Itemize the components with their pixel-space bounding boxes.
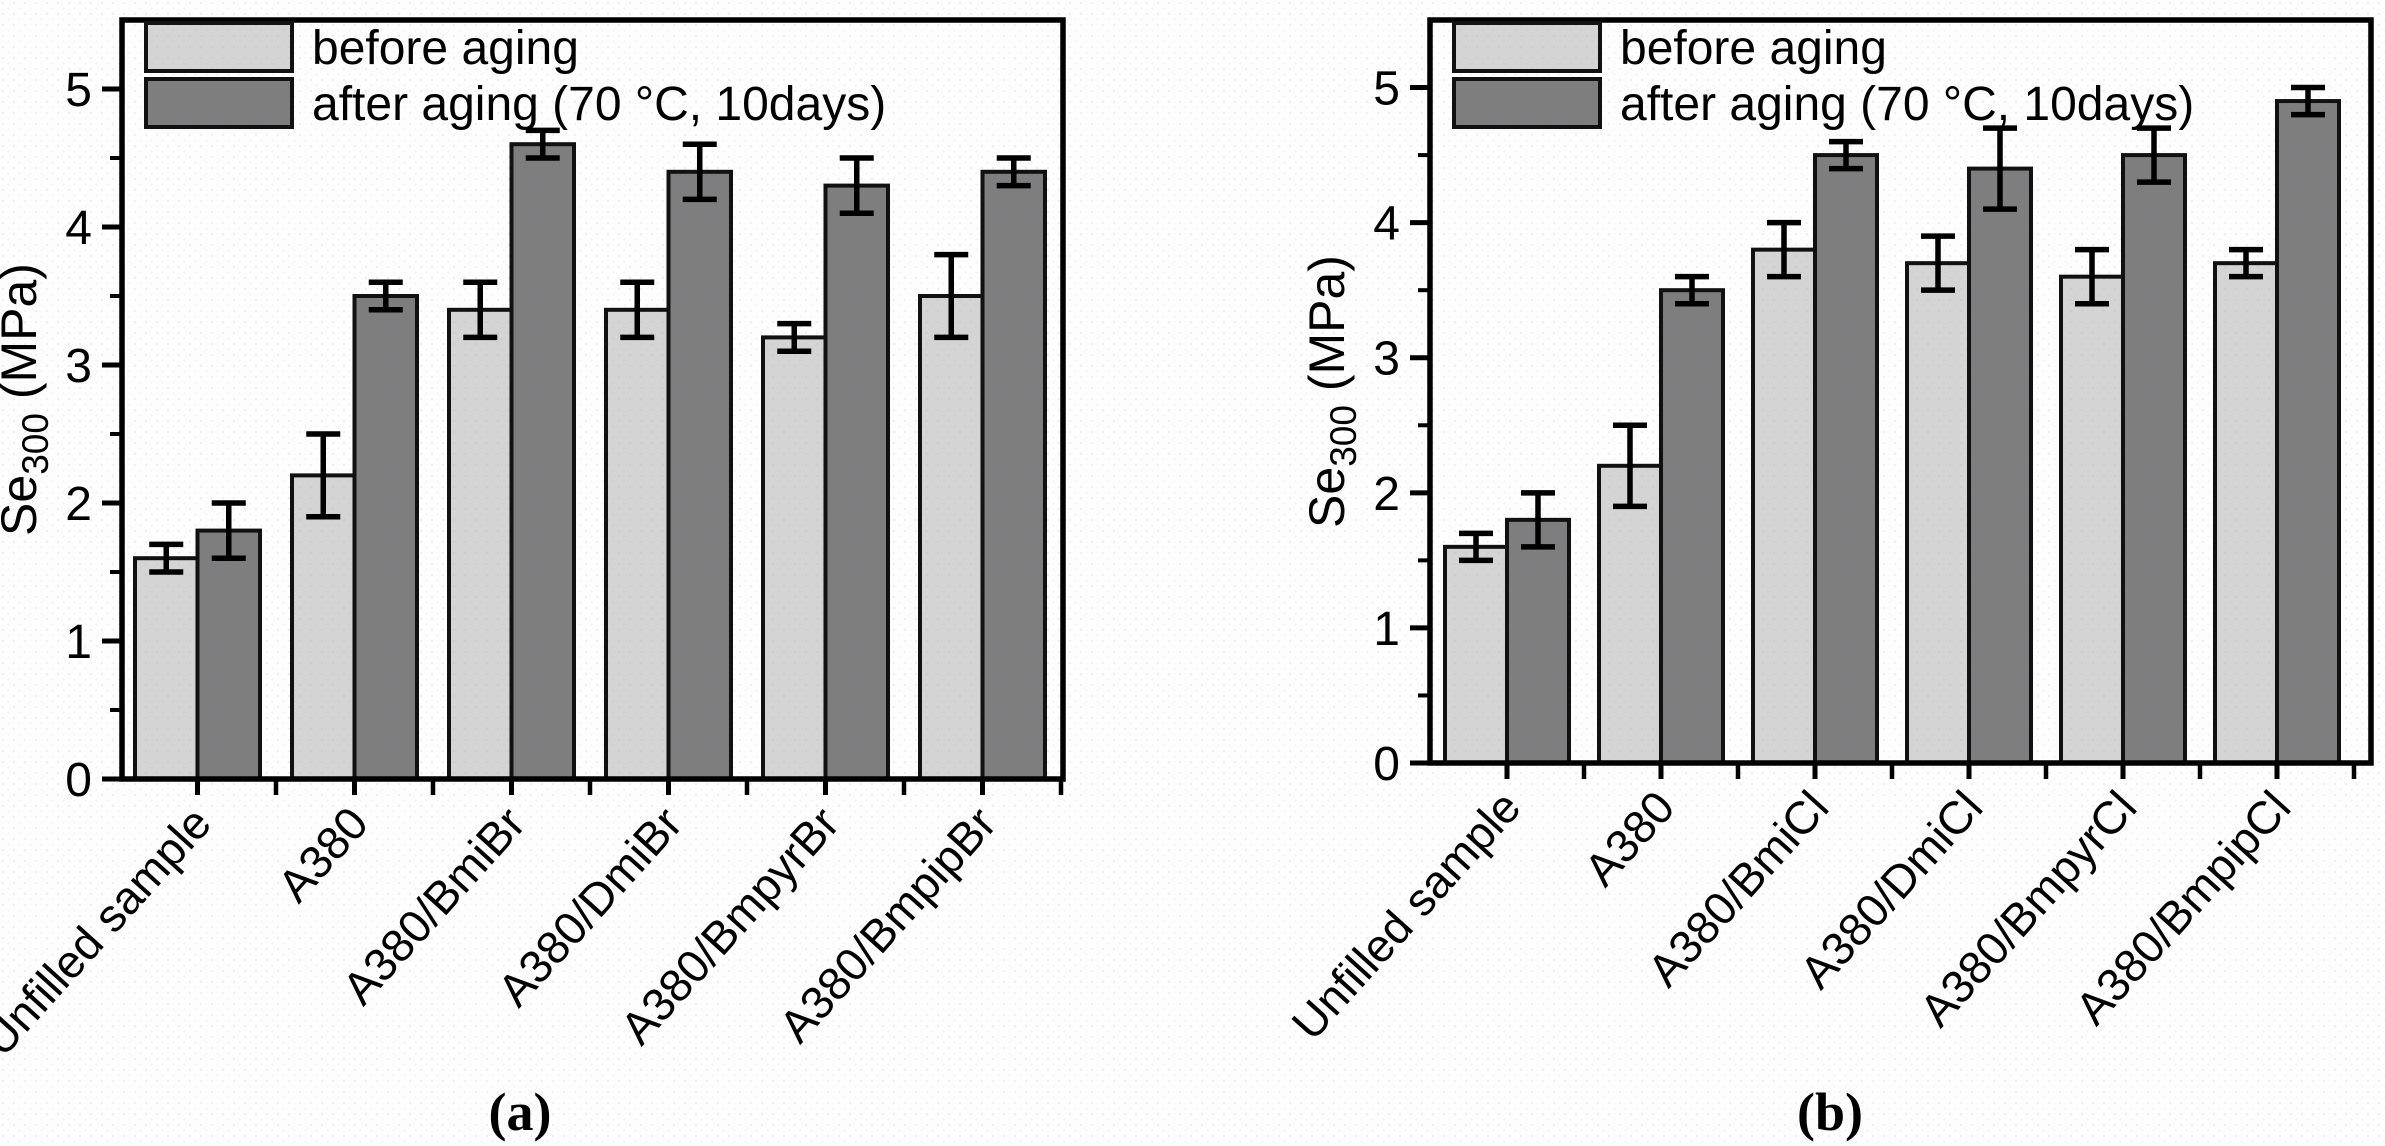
y-tick-label: 4 [65,202,92,255]
legend-swatch-after [144,77,294,129]
legend-label-after: after aging (70 °C, 10days) [312,78,886,131]
y-tick-label: 0 [1373,738,1400,791]
error-bar-after-1 [211,500,246,561]
bar-after-6 [980,169,1047,782]
bar-before-2 [1597,463,1663,765]
y-tick-label: 3 [65,340,92,393]
error-bar-before-1 [1459,530,1493,564]
bar-before-6 [918,294,985,781]
bar-before-6 [2213,261,2279,765]
legend-label-after: after aging (70 °C, 10days) [1620,78,2194,131]
bar-before-4 [604,307,671,781]
plot-box [1427,17,2374,766]
y-tick-label: 1 [1373,603,1400,656]
legend-swatch-after [1452,77,1602,129]
y-axis-title: Se300 (MPa) [1299,255,1364,528]
error-bar-after-3 [525,127,560,161]
bar-before-5 [2059,274,2125,765]
error-bar-before-1 [149,541,184,575]
bar-after-2 [352,294,419,781]
y-tick-label: 0 [65,754,92,807]
y-tick-label: 5 [1373,63,1400,116]
bar-after-2 [1659,288,1725,765]
error-bar-after-5 [839,155,874,216]
bar-after-4 [666,169,733,782]
bar-before-1 [1443,544,1509,766]
y-tick-label: 2 [1373,468,1400,521]
y-tick-label: 2 [65,478,92,531]
error-bar-before-4 [1921,233,1955,293]
error-bar-after-2 [1675,273,1709,307]
bar-after-1 [195,528,262,781]
y-axis-title: Se300 (MPa) [0,263,56,536]
bar-before-2 [290,473,357,781]
error-bar-before-6 [2229,246,2263,280]
caption-a: (a) [489,1082,552,1142]
bar-after-5 [823,183,890,782]
bar-before-3 [447,307,514,781]
error-bar-after-3 [1829,138,1863,172]
plot-box [119,17,1066,782]
error-bar-before-2 [1613,422,1647,510]
y-tick-label: 1 [65,616,92,669]
bar-before-1 [133,556,200,782]
bar-after-3 [1813,153,1879,766]
error-bar-before-3 [1767,219,1801,280]
legend-swatch-before [1452,21,1602,73]
error-bar-after-4 [682,141,717,203]
error-bar-after-6 [2291,84,2325,118]
bar-after-3 [509,142,576,781]
legend-label-before: before aging [1620,22,1887,75]
caption-b: (b) [1797,1082,1863,1142]
error-bar-after-4 [1983,125,2017,212]
bar-before-5 [761,335,828,781]
bar-after-1 [1505,517,1571,765]
error-bar-before-6 [934,251,969,341]
bar-after-6 [2275,99,2341,765]
legend-swatch-before [144,21,294,73]
error-bar-before-4 [620,279,655,341]
error-bar-before-5 [777,320,812,354]
error-bar-before-3 [463,279,498,341]
error-bar-after-1 [1521,490,1555,550]
bar-before-3 [1751,247,1817,765]
y-tick-label: 3 [1373,333,1400,386]
error-bar-before-5 [2075,246,2109,307]
legend-label-before: before aging [312,22,579,75]
error-bar-after-2 [368,279,403,313]
bar-before-4 [1905,261,1971,765]
error-bar-before-2 [306,431,341,520]
error-bar-after-6 [996,155,1031,189]
y-tick-label: 4 [1373,198,1400,251]
bar-after-5 [2121,153,2187,766]
bar-after-4 [1967,166,2033,766]
error-bar-after-5 [2137,125,2171,185]
y-tick-label: 5 [65,64,92,117]
